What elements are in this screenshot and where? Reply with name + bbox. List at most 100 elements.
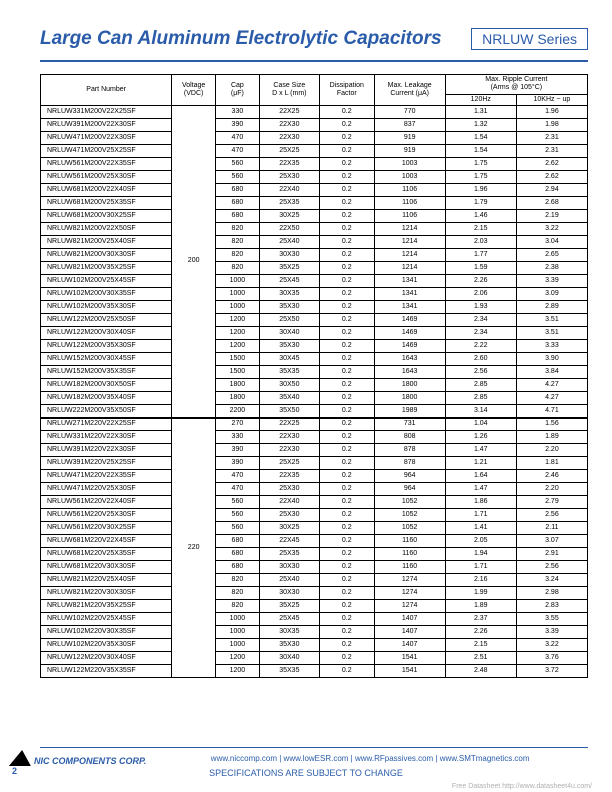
cell-ripple-10khz: 2.89 [516, 301, 587, 314]
cell-leak: 731 [374, 418, 445, 431]
cell-part-number: NRLUW681M200V30X25SF [41, 210, 172, 223]
cell-case: 30X50 [259, 379, 319, 392]
cell-df: 0.2 [319, 379, 374, 392]
header-rule [40, 60, 588, 62]
cell-leak: 878 [374, 444, 445, 457]
cell-voltage: 220 [172, 418, 216, 678]
table-row: NRLUW152M200V35X35SF150035X350.216432.56… [41, 366, 588, 379]
cell-part-number: NRLUW102M220V35X30SF [41, 639, 172, 652]
cell-part-number: NRLUW681M220V22X45SF [41, 535, 172, 548]
cell-ripple-120hz: 2.37 [445, 613, 516, 626]
cell-ripple-120hz: 1.71 [445, 509, 516, 522]
table-row: NRLUW182M200V30X50SF180030X500.218002.85… [41, 379, 588, 392]
cell-df: 0.2 [319, 236, 374, 249]
cell-leak: 1407 [374, 626, 445, 639]
cell-ripple-120hz: 1.99 [445, 587, 516, 600]
cell-ripple-120hz: 2.03 [445, 236, 516, 249]
cell-leak: 1106 [374, 197, 445, 210]
cell-case: 25X40 [259, 236, 319, 249]
cell-leak: 1274 [374, 574, 445, 587]
cell-cap: 560 [216, 509, 260, 522]
table-row: NRLUW471M200V25X25SF47025X250.29191.542.… [41, 145, 588, 158]
footer: NIC COMPONENTS CORP. www.niccomp.com | w… [0, 747, 612, 778]
cell-ripple-120hz: 2.34 [445, 314, 516, 327]
cell-ripple-10khz: 2.65 [516, 249, 587, 262]
cell-df: 0.2 [319, 392, 374, 405]
cell-ripple-120hz: 2.26 [445, 275, 516, 288]
cell-cap: 820 [216, 600, 260, 613]
col-case: Case SizeD x L (mm) [259, 75, 319, 106]
cell-case: 25X30 [259, 483, 319, 496]
cell-part-number: NRLUW122M200V25X50SF [41, 314, 172, 327]
cell-cap: 1500 [216, 366, 260, 379]
cell-ripple-10khz: 4.27 [516, 392, 587, 405]
cell-part-number: NRLUW471M200V22X30SF [41, 132, 172, 145]
cell-case: 35X35 [259, 366, 319, 379]
cell-ripple-120hz: 1.64 [445, 470, 516, 483]
cell-leak: 1214 [374, 223, 445, 236]
footer-links: www.niccomp.com | www.lowESR.com | www.R… [152, 754, 588, 763]
cell-df: 0.2 [319, 197, 374, 210]
cell-ripple-10khz: 2.11 [516, 522, 587, 535]
cell-df: 0.2 [319, 561, 374, 574]
cell-part-number: NRLUW821M220V25X40SF [41, 574, 172, 587]
cell-df: 0.2 [319, 301, 374, 314]
col-ripple-10khz: 10KHz ~ up [516, 94, 587, 105]
cell-case: 35X25 [259, 600, 319, 613]
cell-leak: 964 [374, 470, 445, 483]
cell-cap: 1200 [216, 327, 260, 340]
cell-leak: 1214 [374, 262, 445, 275]
cell-part-number: NRLUW102M220V30X35SF [41, 626, 172, 639]
cell-cap: 820 [216, 587, 260, 600]
cell-cap: 1000 [216, 275, 260, 288]
cell-ripple-120hz: 1.46 [445, 210, 516, 223]
cell-df: 0.2 [319, 444, 374, 457]
cell-cap: 1000 [216, 626, 260, 639]
table-row: NRLUW821M200V35X25SF82035X250.212141.592… [41, 262, 588, 275]
cell-leak: 1341 [374, 301, 445, 314]
cell-df: 0.2 [319, 275, 374, 288]
cell-ripple-10khz: 3.72 [516, 665, 587, 678]
cell-ripple-120hz: 2.56 [445, 366, 516, 379]
cell-df: 0.2 [319, 548, 374, 561]
cell-cap: 270 [216, 418, 260, 431]
table-row: NRLUW152M200V30X45SF150030X450.216432.60… [41, 353, 588, 366]
cell-df: 0.2 [319, 457, 374, 470]
cell-case: 35X35 [259, 665, 319, 678]
cell-ripple-10khz: 3.33 [516, 340, 587, 353]
cell-df: 0.2 [319, 405, 374, 418]
cell-leak: 1643 [374, 366, 445, 379]
cell-df: 0.2 [319, 509, 374, 522]
cell-leak: 1274 [374, 587, 445, 600]
cell-case: 22X35 [259, 158, 319, 171]
cell-case: 22X30 [259, 444, 319, 457]
cell-part-number: NRLUW561M220V30X25SF [41, 522, 172, 535]
cell-df: 0.2 [319, 639, 374, 652]
cell-df: 0.2 [319, 327, 374, 340]
cell-part-number: NRLUW331M200V22X25SF [41, 106, 172, 119]
cell-df: 0.2 [319, 652, 374, 665]
table-row: NRLUW821M200V25X40SF82025X400.212142.033… [41, 236, 588, 249]
table-row: NRLUW821M220V35X25SF82035X250.212741.892… [41, 600, 588, 613]
cell-ripple-120hz: 2.51 [445, 652, 516, 665]
table-row: NRLUW122M200V35X30SF120035X300.214692.22… [41, 340, 588, 353]
cell-part-number: NRLUW391M220V25X25SF [41, 457, 172, 470]
table-row: NRLUW681M200V25X35SF68025X350.211061.792… [41, 197, 588, 210]
cell-df: 0.2 [319, 353, 374, 366]
cell-cap: 680 [216, 184, 260, 197]
cell-leak: 1643 [374, 353, 445, 366]
cell-leak: 1541 [374, 652, 445, 665]
cell-ripple-120hz: 2.48 [445, 665, 516, 678]
cell-cap: 560 [216, 171, 260, 184]
cell-leak: 1214 [374, 249, 445, 262]
cell-cap: 820 [216, 236, 260, 249]
table-row: NRLUW471M220V25X30SF47025X300.29641.472.… [41, 483, 588, 496]
cell-case: 30X25 [259, 210, 319, 223]
cell-part-number: NRLUW561M220V25X30SF [41, 509, 172, 522]
cell-case: 30X40 [259, 652, 319, 665]
cell-cap: 680 [216, 561, 260, 574]
cell-ripple-120hz: 2.60 [445, 353, 516, 366]
cell-cap: 1800 [216, 392, 260, 405]
cell-ripple-10khz: 2.56 [516, 561, 587, 574]
cell-ripple-10khz: 3.39 [516, 626, 587, 639]
